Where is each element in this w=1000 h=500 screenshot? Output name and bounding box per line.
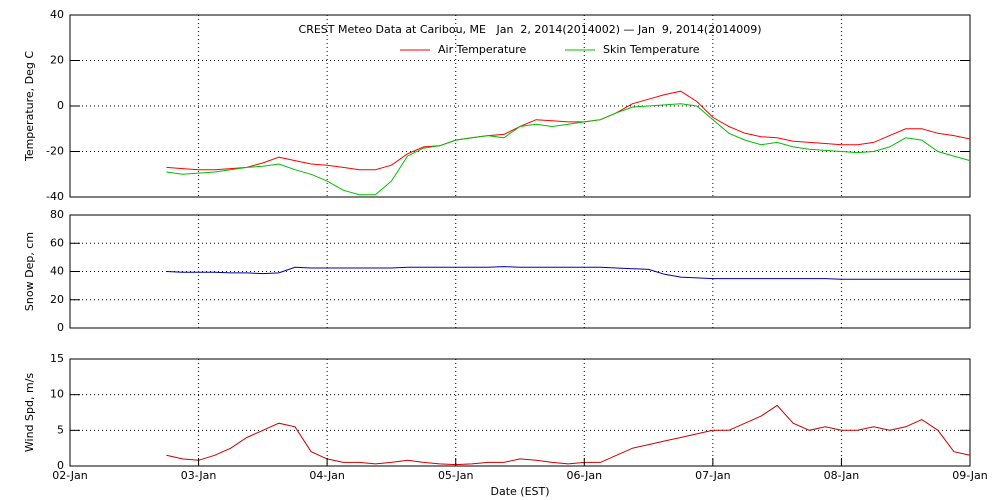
x-tick-label: 02-Jan <box>52 469 88 482</box>
x-tick-label: 06-Jan <box>567 469 603 482</box>
y-axis-label: Snow Dep, cm <box>23 232 36 311</box>
data-line <box>166 103 971 196</box>
y-tick-label: 0 <box>57 459 64 472</box>
plot-frame <box>69 14 971 198</box>
legend-label: Skin Temperature <box>603 43 700 56</box>
chart-title: CREST Meteo Data at Caribou, ME Jan 2, 2… <box>299 23 762 36</box>
data-line <box>166 90 971 171</box>
plot-frame <box>69 358 971 467</box>
data-line <box>166 404 971 466</box>
x-tick-label: 05-Jan <box>438 469 474 482</box>
x-tick-label: 03-Jan <box>181 469 217 482</box>
data-line <box>166 266 970 280</box>
y-tick-label: -40 <box>46 190 64 203</box>
y-tick-label: 60 <box>50 236 64 249</box>
x-tick-label: 08-Jan <box>824 469 860 482</box>
y-tick-label: 40 <box>50 265 64 278</box>
y-tick-label: 20 <box>50 293 64 306</box>
x-tick-label: 04-Jan <box>309 469 345 482</box>
x-tick-label: 07-Jan <box>695 469 731 482</box>
y-tick-label: 10 <box>50 388 64 401</box>
y-tick-label: 0 <box>57 99 64 112</box>
y-tick-label: 40 <box>50 8 64 21</box>
y-tick-label: -20 <box>46 145 64 158</box>
y-tick-label: 5 <box>57 423 64 436</box>
legend-label: Air Temperature <box>438 43 527 56</box>
y-tick-label: 0 <box>57 321 64 334</box>
y-tick-label: 80 <box>50 208 64 221</box>
x-axis-label: Date (EST) <box>490 485 549 498</box>
x-tick-label: 09-Jan <box>952 469 988 482</box>
plot-frame <box>69 214 971 329</box>
y-axis-label: Wind Spd, m/s <box>23 373 36 453</box>
y-tick-label: 15 <box>50 352 64 365</box>
y-tick-label: 20 <box>50 54 64 67</box>
y-axis-label: Temperature, Deg C <box>23 51 36 162</box>
